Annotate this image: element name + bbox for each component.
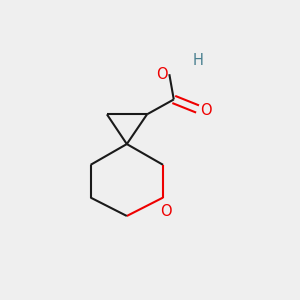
Text: O: O — [160, 203, 172, 218]
Text: O: O — [200, 103, 212, 118]
Text: O: O — [156, 67, 168, 82]
Text: H: H — [193, 53, 203, 68]
